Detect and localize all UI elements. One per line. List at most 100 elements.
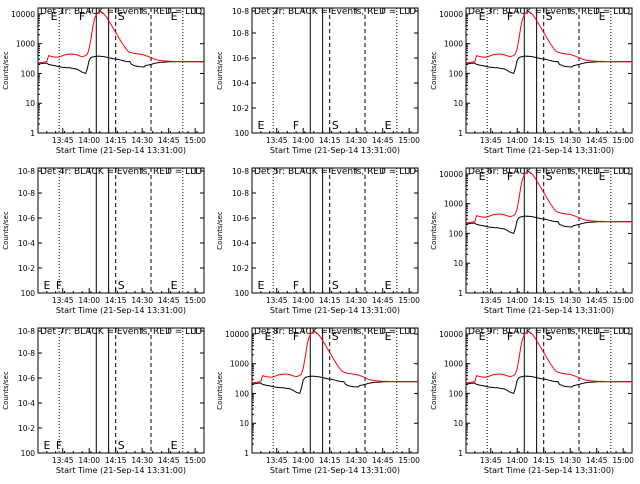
x-tick-label: 14:15 bbox=[319, 296, 341, 305]
marker-letter-f: F bbox=[293, 119, 299, 132]
series-events-line bbox=[466, 215, 632, 235]
marker-letter-s: S bbox=[332, 279, 339, 292]
x-tick-label: 14:00 bbox=[78, 296, 100, 305]
marker-letter-s: S bbox=[118, 10, 125, 23]
y-tick-label: 100 bbox=[449, 69, 464, 78]
marker-letter-e: E bbox=[599, 330, 606, 343]
y-tick-label: 10 bbox=[453, 419, 463, 428]
chart-title: Det 1r: BLACK = Events, RED = LLD bbox=[40, 7, 202, 17]
y-tick-label: 100 bbox=[21, 449, 36, 458]
x-tick-label: 13:45 bbox=[480, 296, 502, 305]
y-axis-label: Counts/sec bbox=[2, 371, 10, 410]
chart-panel-2r: Det 2r: BLACK = Events, RED = LLD Counts/… bbox=[216, 7, 420, 155]
y-tick-label: 100 bbox=[235, 129, 250, 138]
x-tick-label: 14:15 bbox=[533, 456, 555, 465]
marker-letter-f: F bbox=[507, 330, 513, 343]
y-tick-label: 1000 bbox=[230, 360, 249, 369]
x-tick-label: 14:15 bbox=[105, 456, 127, 465]
x-tick-label: 15:00 bbox=[184, 456, 206, 465]
x-tick-label: 13:45 bbox=[266, 296, 288, 305]
y-tick-label: 10-8 bbox=[18, 349, 35, 358]
x-tick-label: 14:30 bbox=[559, 136, 581, 145]
y-tick-label: 100 bbox=[21, 69, 36, 78]
y-tick-label: 1 bbox=[30, 129, 35, 138]
y-tick-label: 1 bbox=[458, 289, 463, 298]
y-tick-label: 10 bbox=[25, 99, 35, 108]
y-tick-label: 1000 bbox=[444, 40, 463, 49]
chart-title: Det 8r: BLACK = Events, RED = LLD bbox=[254, 327, 416, 337]
marker-letter-e: E bbox=[385, 279, 392, 292]
y-tick-label: 10-4 bbox=[18, 399, 35, 408]
y-tick-label: 10-6 bbox=[232, 214, 249, 223]
y-tick-label: 10-2 bbox=[232, 104, 249, 113]
x-tick-label: 13:45 bbox=[52, 136, 74, 145]
y-tick-label: 1000 bbox=[16, 40, 35, 49]
chart-panel-1r: Det 1r: BLACK = Events, RED = LLD Counts/… bbox=[2, 7, 206, 155]
marker-letter-s: S bbox=[118, 279, 125, 292]
x-tick-label: 15:00 bbox=[398, 296, 420, 305]
marker-letter-e: E bbox=[385, 330, 392, 343]
x-tick-label: 14:30 bbox=[345, 136, 367, 145]
marker-letter-f: F bbox=[293, 330, 299, 343]
plot-frame bbox=[465, 167, 633, 294]
x-tick-label: 13:45 bbox=[266, 456, 288, 465]
y-tick-label: 10-8 bbox=[18, 327, 35, 336]
y-axis-label: Counts/sec bbox=[430, 371, 438, 410]
x-tick-label: 14:45 bbox=[586, 296, 608, 305]
y-tick-label: 10 bbox=[453, 99, 463, 108]
y-tick-label: 10-2 bbox=[18, 264, 35, 273]
x-tick-label: 15:00 bbox=[612, 136, 634, 145]
x-tick-label: 14:30 bbox=[131, 136, 153, 145]
y-tick-label: 1 bbox=[458, 449, 463, 458]
x-tick-label: 14:30 bbox=[559, 456, 581, 465]
x-tick-label: 14:30 bbox=[559, 296, 581, 305]
y-tick-label: 10-2 bbox=[232, 264, 249, 273]
chart-panel-8r: Det 8r: BLACK = Events, RED = LLD Counts/… bbox=[216, 327, 420, 475]
chart-panel-7r: Det 7r: BLACK = Events, RED = LLD Counts/… bbox=[2, 327, 206, 475]
marker-letter-e: E bbox=[171, 10, 178, 23]
y-tick-label: 10-4 bbox=[232, 79, 249, 88]
marker-letter-e: E bbox=[599, 10, 606, 23]
x-tick-label: 15:00 bbox=[398, 136, 420, 145]
chart-panel-6r: Det 6r: BLACK = Events, RED = LLD Counts/… bbox=[430, 167, 634, 315]
x-tick-label: 14:00 bbox=[292, 296, 314, 305]
series-events-line bbox=[38, 55, 204, 75]
y-tick-label: 10-8 bbox=[18, 167, 35, 176]
x-axis-label: Start Time (21-Sep-14 13:31:00) bbox=[270, 466, 400, 475]
y-tick-label: 10-4 bbox=[18, 239, 35, 248]
marker-letter-f: F bbox=[56, 279, 62, 292]
marker-letter-f: F bbox=[79, 10, 85, 23]
x-tick-label: 15:00 bbox=[184, 136, 206, 145]
y-axis-label: Counts/sec bbox=[430, 51, 438, 90]
x-tick-label: 14:30 bbox=[131, 296, 153, 305]
x-tick-label: 15:00 bbox=[612, 296, 634, 305]
x-tick-label: 14:15 bbox=[105, 136, 127, 145]
x-tick-label: 14:00 bbox=[78, 136, 100, 145]
x-tick-label: 14:30 bbox=[345, 456, 367, 465]
x-tick-label: 14:00 bbox=[506, 136, 528, 145]
chart-title: Det 2r: BLACK = Events, RED = LLD bbox=[254, 7, 416, 17]
marker-letter-f: F bbox=[293, 279, 299, 292]
data-series-group bbox=[466, 331, 632, 395]
x-tick-label: 14:00 bbox=[506, 296, 528, 305]
y-tick-label: 10-6 bbox=[18, 374, 35, 383]
marker-letter-e: E bbox=[171, 439, 178, 452]
chart-title: Det 3r: BLACK = Events, RED = LLD bbox=[468, 7, 630, 17]
plot-frame bbox=[251, 167, 419, 294]
y-axis-label: Counts/sec bbox=[2, 51, 10, 90]
x-tick-label: 14:00 bbox=[506, 456, 528, 465]
x-tick-label: 14:15 bbox=[105, 296, 127, 305]
chart-title: Det 7r: BLACK = Events, RED = LLD bbox=[40, 327, 202, 337]
marker-letter-e: E bbox=[479, 330, 486, 343]
x-axis-label: Start Time (21-Sep-14 13:31:00) bbox=[484, 466, 614, 475]
y-tick-label: 100 bbox=[21, 289, 36, 298]
data-series-group bbox=[252, 331, 418, 395]
y-tick-label: 10-6 bbox=[18, 214, 35, 223]
x-tick-label: 14:15 bbox=[533, 296, 555, 305]
x-tick-label: 14:15 bbox=[319, 136, 341, 145]
y-tick-label: 1 bbox=[244, 449, 249, 458]
marker-letter-e: E bbox=[171, 279, 178, 292]
marker-letter-e: E bbox=[385, 119, 392, 132]
y-tick-label: 10000 bbox=[11, 10, 35, 19]
